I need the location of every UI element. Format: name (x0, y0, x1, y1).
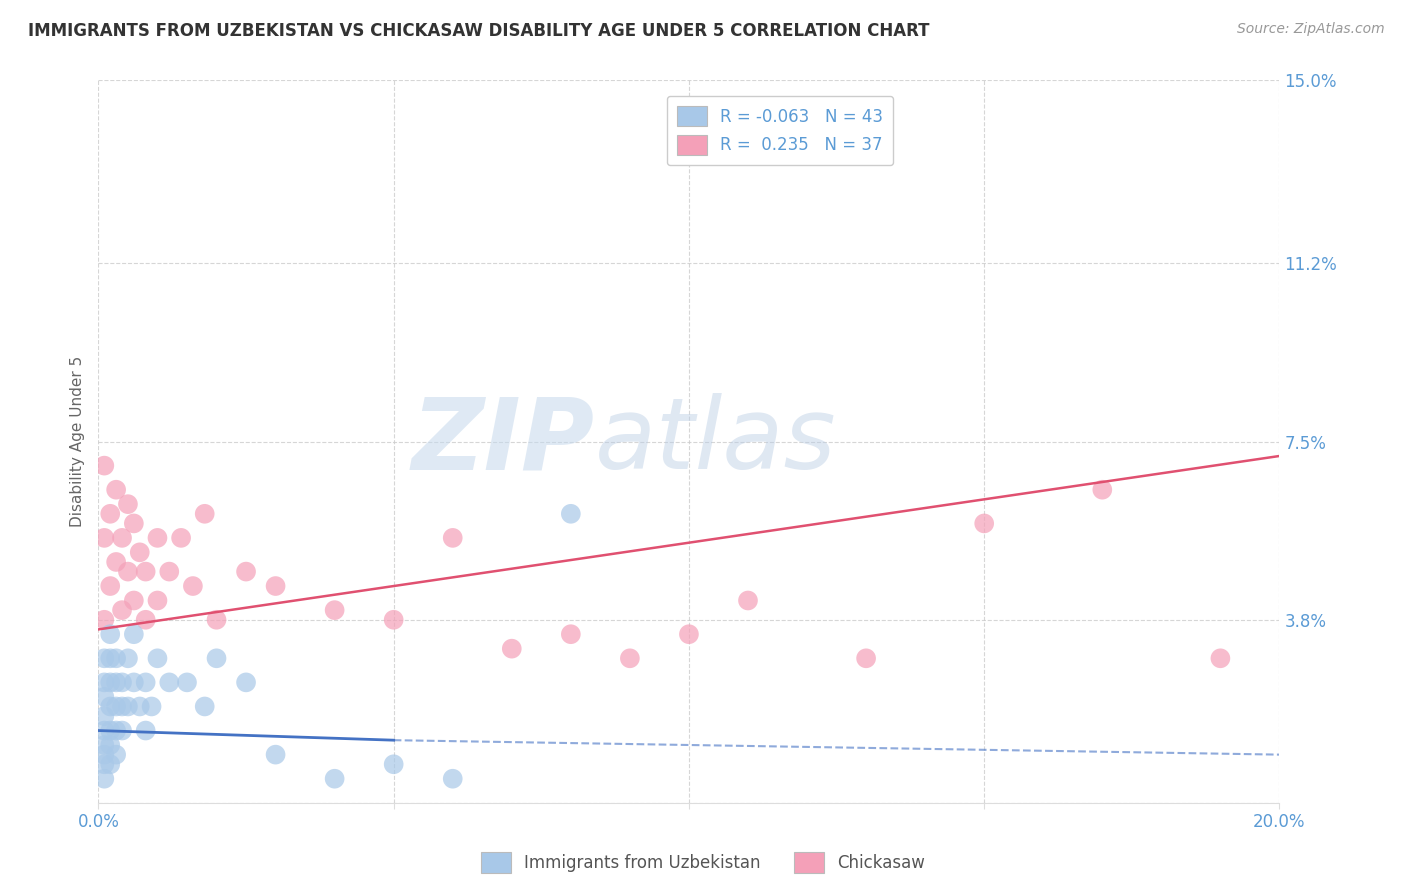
Legend: Immigrants from Uzbekistan, Chickasaw: Immigrants from Uzbekistan, Chickasaw (474, 846, 932, 880)
Legend: R = -0.063   N = 43, R =  0.235   N = 37: R = -0.063 N = 43, R = 0.235 N = 37 (666, 95, 893, 165)
Point (205, 651, 228, 665)
Point (117, 497, 139, 511)
Text: atlas: atlas (595, 393, 837, 490)
Point (105, 555, 128, 569)
Point (157, 565, 180, 579)
Point (194, 507, 217, 521)
Point (855, 651, 877, 665)
Point (382, 757, 405, 772)
Point (93, 723, 115, 738)
Point (135, 613, 157, 627)
Point (105, 651, 128, 665)
Point (235, 675, 257, 690)
Point (98, 651, 121, 665)
Point (111, 675, 134, 690)
Point (135, 723, 157, 738)
Y-axis label: Disability Age Under 5: Disability Age Under 5 (69, 356, 84, 527)
Point (93, 690, 115, 704)
Point (560, 507, 582, 521)
Point (93, 772, 115, 786)
Point (135, 675, 157, 690)
Point (128, 545, 150, 559)
Point (105, 675, 128, 690)
Point (122, 675, 145, 690)
Point (105, 699, 128, 714)
Point (98, 675, 121, 690)
Point (1209, 651, 1232, 665)
Point (98, 627, 121, 641)
Point (264, 579, 287, 593)
Point (194, 699, 217, 714)
Point (441, 772, 464, 786)
Point (560, 627, 582, 641)
Point (323, 772, 346, 786)
Point (973, 516, 995, 531)
Point (98, 579, 121, 593)
Point (98, 757, 121, 772)
Point (93, 757, 115, 772)
Point (264, 747, 287, 762)
Point (93, 531, 115, 545)
Point (93, 651, 115, 665)
Point (93, 709, 115, 723)
Point (122, 516, 145, 531)
Point (323, 603, 346, 617)
Point (93, 458, 115, 473)
Text: ZIP: ZIP (412, 393, 595, 490)
Point (111, 723, 134, 738)
Point (235, 565, 257, 579)
Point (181, 579, 204, 593)
Point (737, 593, 759, 607)
Point (111, 603, 134, 617)
Point (678, 627, 700, 641)
Point (98, 723, 121, 738)
Point (146, 531, 169, 545)
Point (619, 651, 641, 665)
Point (1091, 483, 1114, 497)
Point (122, 593, 145, 607)
Text: Source: ZipAtlas.com: Source: ZipAtlas.com (1237, 22, 1385, 37)
Point (105, 723, 128, 738)
Point (117, 699, 139, 714)
Point (176, 675, 198, 690)
Point (98, 507, 121, 521)
Point (105, 483, 128, 497)
Point (98, 738, 121, 752)
Point (135, 565, 157, 579)
Point (93, 675, 115, 690)
Point (93, 738, 115, 752)
Point (117, 565, 139, 579)
Point (93, 613, 115, 627)
Point (501, 641, 523, 656)
Point (141, 699, 163, 714)
Point (105, 747, 128, 762)
Point (111, 699, 134, 714)
Point (146, 651, 169, 665)
Point (117, 651, 139, 665)
Point (122, 627, 145, 641)
Point (93, 747, 115, 762)
Point (157, 675, 180, 690)
Point (205, 613, 228, 627)
Point (128, 699, 150, 714)
Point (146, 593, 169, 607)
Point (111, 531, 134, 545)
Point (441, 531, 464, 545)
Text: IMMIGRANTS FROM UZBEKISTAN VS CHICKASAW DISABILITY AGE UNDER 5 CORRELATION CHART: IMMIGRANTS FROM UZBEKISTAN VS CHICKASAW … (28, 22, 929, 40)
Point (170, 531, 193, 545)
Point (98, 699, 121, 714)
Point (382, 613, 405, 627)
